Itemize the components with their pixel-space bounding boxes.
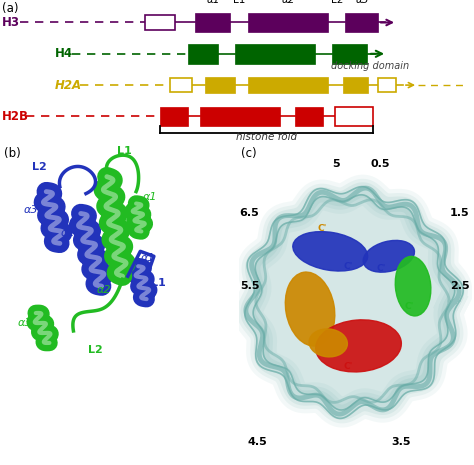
Text: histone fold: histone fold: [236, 132, 297, 142]
Text: 3.5: 3.5: [391, 438, 410, 447]
Text: L1: L1: [233, 0, 245, 5]
Text: α2: α2: [281, 0, 295, 5]
Ellipse shape: [285, 272, 335, 346]
Text: α1: α1: [206, 0, 220, 5]
Bar: [335, 106, 373, 126]
Bar: [170, 78, 192, 92]
Bar: [248, 13, 328, 32]
Text: L2: L2: [331, 0, 343, 5]
Bar: [188, 44, 218, 64]
Text: L1: L1: [117, 146, 132, 156]
Text: 6.5: 6.5: [239, 208, 259, 219]
Text: α2: α2: [96, 285, 111, 295]
Text: C': C': [376, 264, 385, 273]
Text: (b): (b): [4, 147, 21, 160]
Text: 1.5: 1.5: [450, 208, 469, 219]
Text: α3: α3: [355, 0, 369, 5]
Text: L2: L2: [32, 162, 46, 172]
Text: C': C': [344, 362, 353, 371]
Text: C': C': [344, 262, 353, 271]
Text: (c): (c): [241, 147, 257, 160]
Bar: [343, 77, 368, 93]
Bar: [378, 78, 396, 92]
Text: α3: α3: [23, 206, 38, 215]
Text: α1: α1: [142, 192, 157, 201]
Bar: [248, 77, 328, 93]
Bar: [295, 106, 323, 126]
Bar: [160, 106, 188, 126]
Text: α3: α3: [18, 318, 33, 328]
Text: 5.5: 5.5: [240, 281, 259, 291]
Text: 0.5: 0.5: [371, 159, 391, 169]
Text: α1: α1: [140, 253, 155, 263]
Text: docking domain: docking domain: [331, 61, 409, 72]
Text: 5: 5: [332, 159, 340, 169]
Ellipse shape: [395, 256, 431, 316]
Bar: [200, 106, 280, 126]
Bar: [235, 44, 315, 64]
Bar: [145, 15, 175, 30]
Ellipse shape: [309, 329, 347, 357]
Bar: [345, 13, 378, 32]
Text: C': C': [318, 225, 327, 233]
Text: H2B: H2B: [2, 110, 29, 123]
Bar: [195, 13, 230, 32]
Text: 2.5: 2.5: [450, 281, 469, 291]
Text: H4: H4: [55, 47, 73, 60]
Text: H2A: H2A: [55, 79, 82, 92]
Text: H3: H3: [2, 16, 20, 29]
Ellipse shape: [316, 320, 401, 372]
Bar: [332, 44, 367, 64]
Ellipse shape: [293, 232, 368, 271]
Text: α2: α2: [61, 228, 75, 239]
Text: L1: L1: [151, 278, 165, 288]
Polygon shape: [245, 186, 463, 418]
Bar: [205, 77, 235, 93]
Text: L2: L2: [88, 345, 103, 355]
Text: 4.5: 4.5: [248, 438, 267, 447]
Text: (a): (a): [2, 2, 18, 15]
Text: C': C': [404, 302, 414, 311]
Ellipse shape: [363, 240, 414, 272]
Polygon shape: [253, 195, 455, 410]
